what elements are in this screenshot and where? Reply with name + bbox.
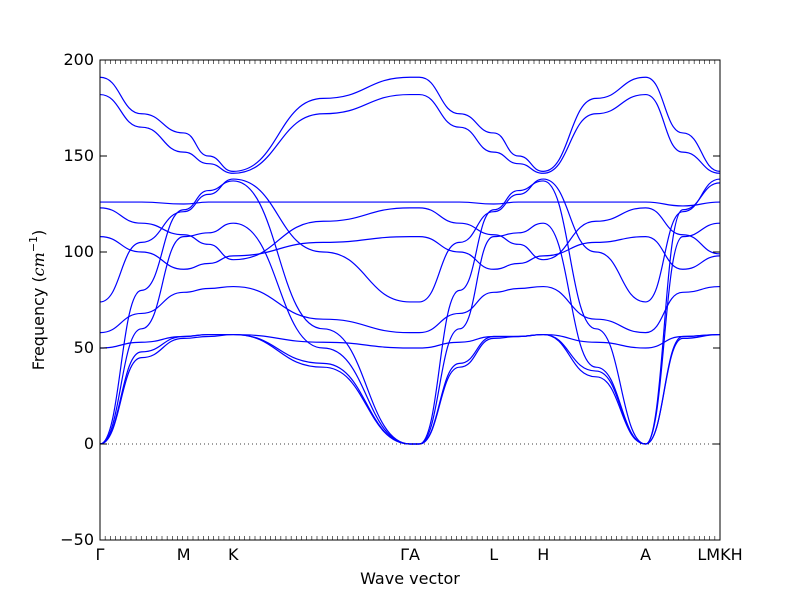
phonon-branch-10 — [100, 201, 721, 207]
x-tick-label: ΓA — [400, 545, 420, 564]
x-tick-label: K — [228, 545, 239, 564]
x-tick-label: L — [489, 545, 498, 564]
x-tick-label: M — [177, 545, 191, 564]
y-tick-label: 150 — [63, 146, 94, 165]
phonon-branch-12 — [99, 76, 721, 172]
phonon-branch-7 — [99, 180, 721, 445]
y-axis-title-suffix: ) — [29, 230, 48, 236]
x-tick-label: Γ — [96, 545, 105, 564]
phonon-branch-5 — [99, 222, 721, 445]
y-axis-title-unit: cm — [29, 252, 48, 276]
phonon-branch-11 — [99, 93, 721, 174]
x-tick-label: A — [640, 545, 651, 564]
phonon-branch-4 — [99, 285, 721, 334]
y-axis-title-exponent: −1 — [27, 236, 40, 252]
y-axis-title-prefix: Frequency ( — [29, 276, 48, 370]
y-tick-label: 50 — [74, 338, 94, 357]
x-axis-title: Wave vector — [360, 569, 460, 588]
phonon-branch-3 — [99, 333, 721, 349]
x-tick-label: LMKH — [697, 545, 742, 564]
y-tick-label: 200 — [63, 50, 94, 69]
x-axis-ticks: Γ M K ΓA L H A LMKH — [96, 60, 743, 564]
series-layer — [99, 76, 721, 445]
y-axis-title: Frequency (cm−1) — [27, 230, 48, 371]
phonon-branch-8 — [99, 236, 721, 270]
plot-background — [100, 60, 720, 540]
x-tick-label: H — [537, 545, 549, 564]
phonon-branch-9 — [99, 207, 721, 261]
y-tick-label: −50 — [60, 530, 94, 549]
phonon-branch-6 — [99, 178, 721, 303]
y-tick-label: 0 — [84, 434, 94, 453]
y-tick-label: 100 — [63, 242, 94, 261]
y-axis-ticks: −50 0 50 100 150 200 — [60, 50, 720, 549]
